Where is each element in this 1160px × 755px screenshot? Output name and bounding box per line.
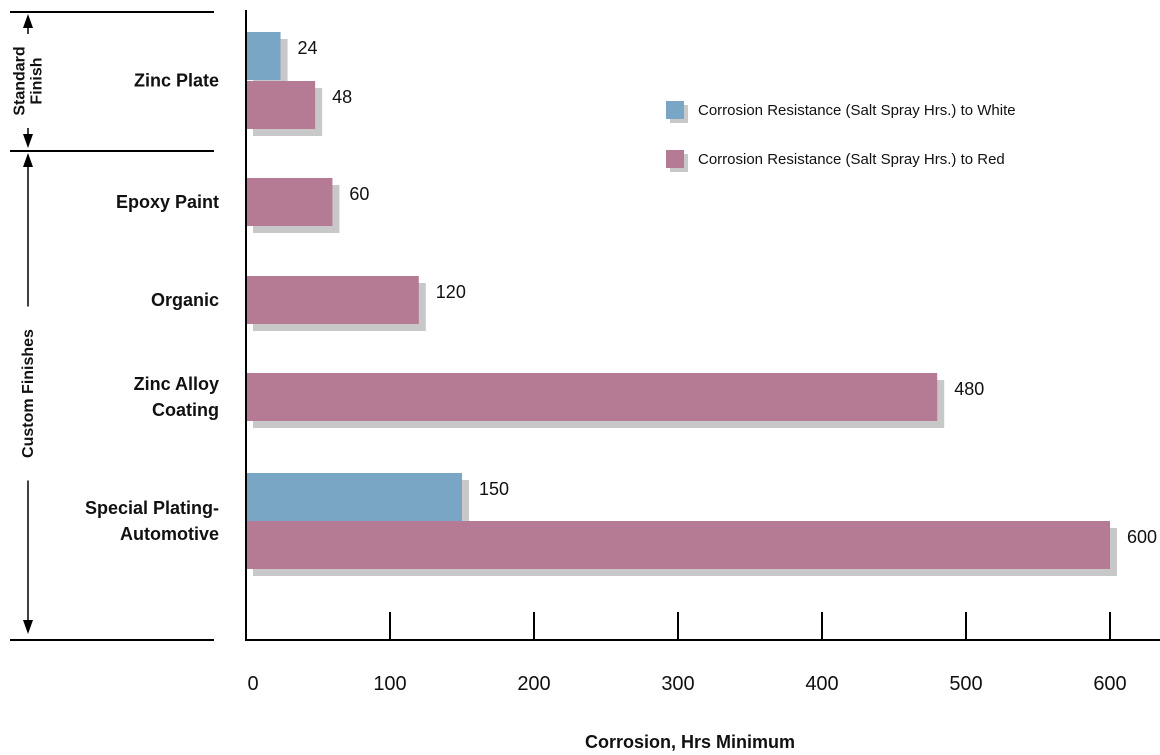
bar-red — [246, 81, 316, 129]
x-tick-label: 600 — [1093, 673, 1126, 695]
category-label: Epoxy Paint — [116, 192, 219, 212]
arrow-up-icon — [23, 14, 33, 28]
x-tick-label: 500 — [949, 673, 982, 695]
bar-red — [246, 178, 333, 226]
category-label: Coating — [152, 400, 219, 420]
legend-label: Corrosion Resistance (Salt Spray Hrs.) t… — [698, 151, 1005, 168]
bar-white — [246, 473, 462, 521]
group-label: Finish — [29, 57, 46, 104]
bar-value-label: 60 — [349, 184, 369, 204]
legend-swatch — [666, 101, 684, 119]
arrow-down-icon — [23, 134, 33, 148]
bar-value-label: 24 — [298, 38, 318, 58]
group-label: Custom Finishes — [20, 329, 37, 458]
bar-value-label: 120 — [436, 282, 466, 302]
arrow-down-icon — [23, 620, 33, 634]
category-label: Automotive — [120, 524, 219, 544]
bar-red — [246, 276, 419, 324]
arrow-up-icon — [23, 153, 33, 167]
category-label: Special Plating- — [85, 498, 219, 518]
x-tick-label: 300 — [661, 673, 694, 695]
bar-value-label: 600 — [1127, 527, 1157, 547]
legend-label: Corrosion Resistance (Salt Spray Hrs.) t… — [698, 102, 1016, 119]
bar-value-label: 150 — [479, 479, 509, 499]
x-tick-label: 200 — [517, 673, 550, 695]
x-tick-label: 0 — [247, 673, 258, 695]
group-label: Standard — [12, 46, 29, 115]
bar-red — [246, 373, 938, 421]
x-axis-title: Corrosion, Hrs Minimum — [585, 732, 795, 752]
category-label: Organic — [151, 290, 219, 310]
bar-value-label: 48 — [332, 87, 352, 107]
legend-swatch — [666, 150, 684, 168]
bar-value-label: 480 — [954, 379, 984, 399]
category-label: Zinc Alloy — [134, 374, 219, 394]
bar-white — [246, 32, 281, 80]
bar-red — [246, 521, 1110, 569]
x-tick-label: 400 — [805, 673, 838, 695]
x-tick-label: 100 — [373, 673, 406, 695]
category-label: Zinc Plate — [134, 71, 219, 91]
